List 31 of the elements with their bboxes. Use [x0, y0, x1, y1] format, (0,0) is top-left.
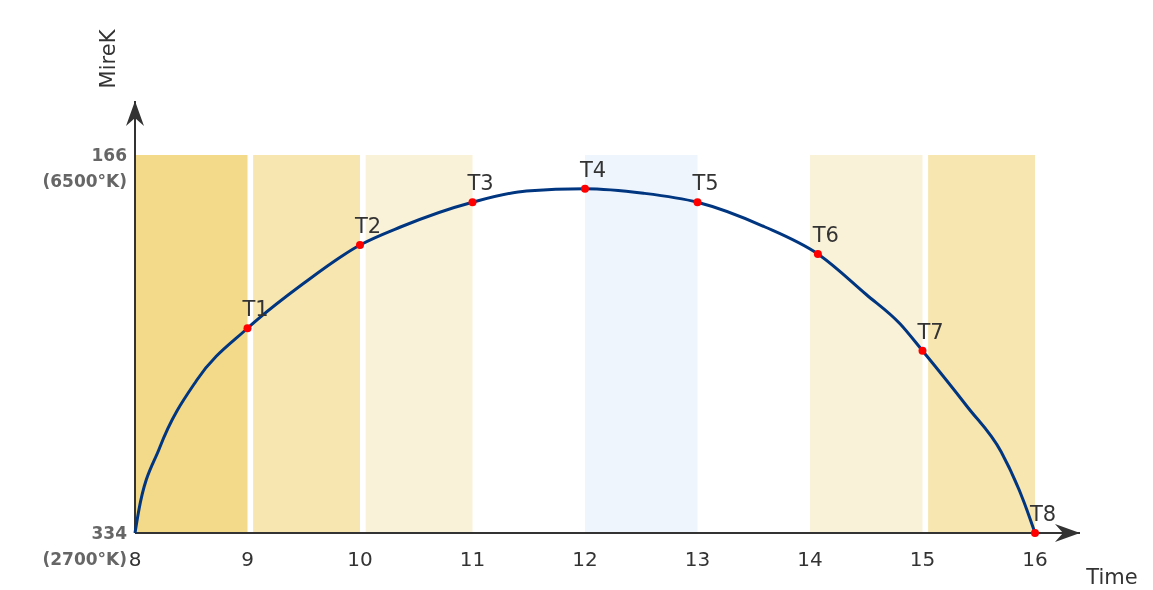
point	[243, 324, 252, 333]
annotation: T8	[1028, 502, 1057, 526]
y-tick-label: 334	[91, 523, 128, 543]
point	[581, 184, 589, 193]
text: (2700°K)	[42, 549, 127, 569]
annotation: T5	[691, 171, 719, 196]
x-axis-title: Time	[1085, 565, 1138, 589]
point	[813, 250, 822, 258]
y-tick-label: 166	[91, 145, 127, 165]
x-tick-label: 8	[128, 547, 142, 571]
x-tick-label: 13	[684, 547, 711, 571]
x-tick-label: 11	[459, 547, 486, 571]
x-tick-label: 14	[797, 547, 823, 571]
annotation: T3	[466, 171, 494, 196]
text: (6500°K)	[42, 171, 127, 191]
annotation: T1	[241, 297, 269, 322]
x-tick-label: 16	[1022, 547, 1048, 571]
point	[356, 241, 364, 249]
annotation: T6	[811, 223, 839, 247]
x-tick-label: 15	[909, 547, 936, 571]
point	[693, 198, 702, 207]
annotation: T7	[916, 319, 944, 344]
y-axis-title: MireK	[96, 28, 120, 89]
point	[918, 346, 927, 355]
x-tick-label: 9	[241, 547, 254, 571]
annotation: T4	[578, 157, 607, 182]
point	[468, 198, 477, 207]
annotation: T2	[353, 214, 382, 238]
x-tick-label: 12	[572, 547, 598, 571]
point	[1031, 529, 1039, 537]
x-tick-label: 10	[347, 547, 373, 571]
